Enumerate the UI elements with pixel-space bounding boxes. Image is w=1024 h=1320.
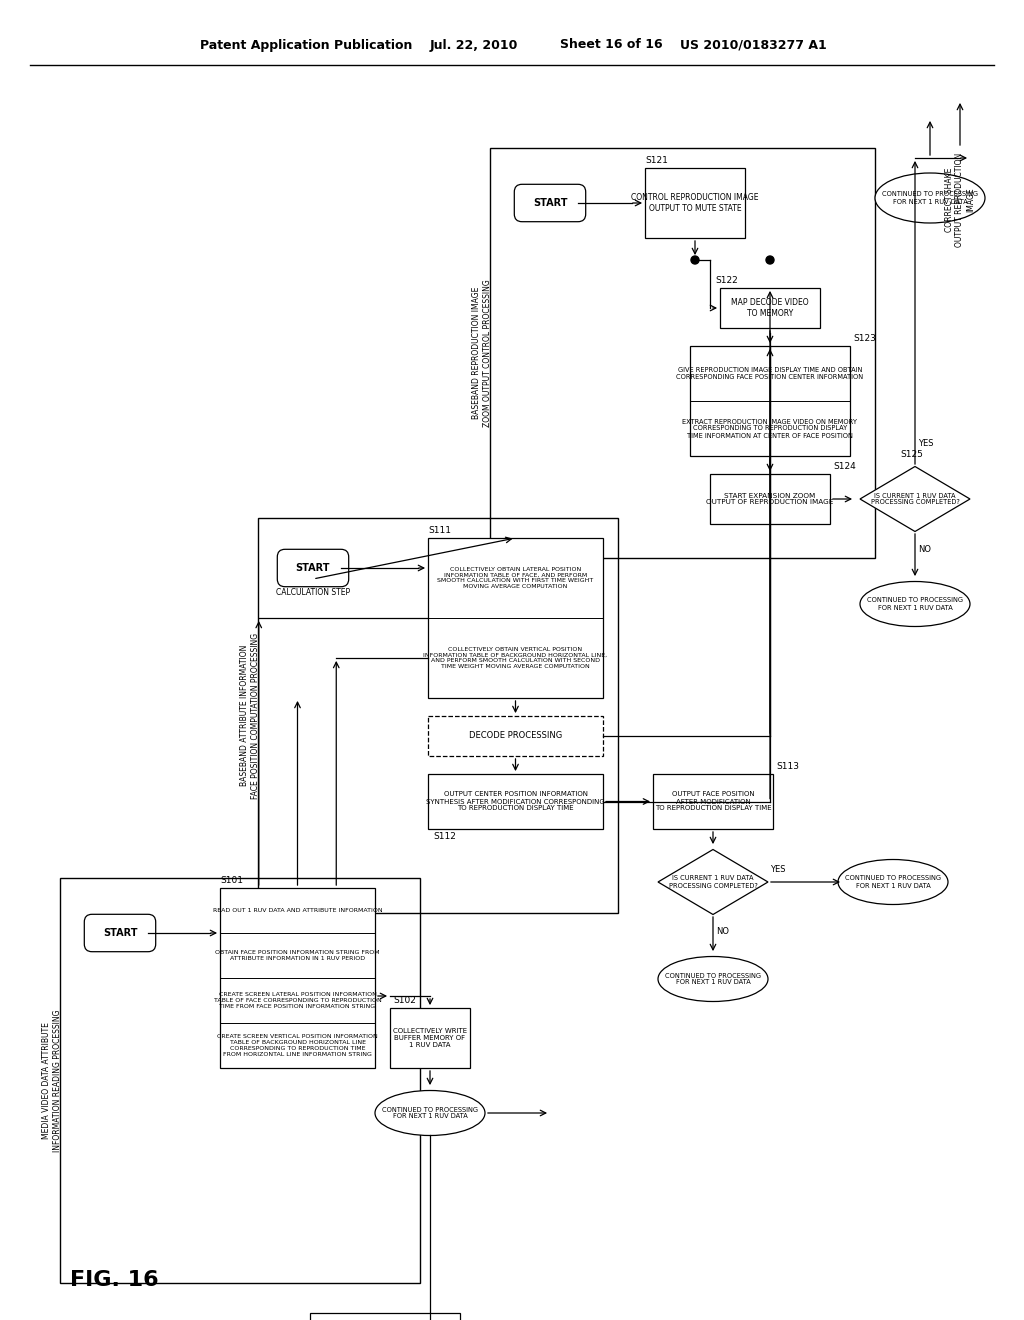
Text: S102: S102 (393, 997, 416, 1005)
Bar (310, 1313, 460, 1320)
Text: CORRECT SHAKE
OUTPUT REPRODUCTION
IMAGE: CORRECT SHAKE OUTPUT REPRODUCTION IMAGE (945, 153, 975, 247)
Polygon shape (658, 850, 768, 915)
Text: GIVE REPRODUCTION IMAGE DISPLAY TIME AND OBTAIN
CORRESPONDING FACE POSITION CENT: GIVE REPRODUCTION IMAGE DISPLAY TIME AND… (677, 367, 863, 380)
Bar (258, 517, 618, 913)
Bar (490, 148, 874, 558)
Bar (690, 346, 850, 455)
Bar (645, 168, 745, 238)
Text: US 2010/0183277 A1: US 2010/0183277 A1 (680, 38, 826, 51)
FancyBboxPatch shape (514, 185, 586, 222)
Text: S101: S101 (220, 876, 243, 884)
Text: EXTRACT REPRODUCTION IMAGE VIDEO ON MEMORY
CORRESPONDING TO REPRODUCTION DISPLAY: EXTRACT REPRODUCTION IMAGE VIDEO ON MEMO… (683, 418, 857, 438)
Text: Jul. 22, 2010: Jul. 22, 2010 (430, 38, 518, 51)
Text: NO: NO (716, 928, 729, 936)
Text: START: START (532, 198, 567, 209)
Text: CALCULATION STEP: CALCULATION STEP (275, 587, 350, 597)
Ellipse shape (658, 957, 768, 1002)
Text: FIG. 16: FIG. 16 (70, 1270, 159, 1290)
Text: BASEBAND ATTRIBUTE INFORMATION
FACE POSITION COMPUTATION PROCESSING: BASEBAND ATTRIBUTE INFORMATION FACE POSI… (241, 632, 260, 799)
Text: S121: S121 (645, 156, 668, 165)
Text: START EXPANSION ZOOM
OUTPUT OF REPRODUCTION IMAGE: START EXPANSION ZOOM OUTPUT OF REPRODUCT… (707, 492, 834, 506)
Circle shape (691, 256, 699, 264)
Text: YES: YES (918, 440, 934, 449)
Bar (220, 888, 375, 1068)
Text: OBTAIN FACE POSITION INFORMATION STRING FROM
ATTRIBUTE INFORMATION IN 1 RUV PERI: OBTAIN FACE POSITION INFORMATION STRING … (215, 950, 380, 961)
Text: NO: NO (918, 544, 931, 553)
Text: MEDIA VIDEO DATA ATTRIBUTE
INFORMATION READING PROCESSING: MEDIA VIDEO DATA ATTRIBUTE INFORMATION R… (42, 1010, 61, 1152)
Bar (428, 539, 603, 698)
Text: YES: YES (770, 865, 785, 874)
Text: S113: S113 (776, 762, 799, 771)
Circle shape (766, 256, 774, 264)
Bar (428, 774, 603, 829)
Text: S111: S111 (428, 525, 451, 535)
Text: OUTPUT CENTER POSITION INFORMATION
SYNTHESIS AFTER MODIFICATION CORRESPONDING
TO: OUTPUT CENTER POSITION INFORMATION SYNTH… (426, 792, 605, 812)
Bar (428, 715, 603, 756)
Text: START: START (102, 928, 137, 939)
Text: IS CURRENT 1 RUV DATA
PROCESSING COMPLETED?: IS CURRENT 1 RUV DATA PROCESSING COMPLET… (870, 492, 959, 506)
Text: S125: S125 (900, 450, 923, 459)
Bar (720, 288, 820, 327)
Ellipse shape (860, 582, 970, 627)
Text: Patent Application Publication: Patent Application Publication (200, 38, 413, 51)
Ellipse shape (375, 1090, 485, 1135)
Text: CONTINUED TO PROCESSING
FOR NEXT 1 RUV DATA: CONTINUED TO PROCESSING FOR NEXT 1 RUV D… (882, 191, 978, 205)
Text: COLLECTIVELY OBTAIN VERTICAL POSITION
INFORMATION TABLE OF BACKGROUND HORIZONTAL: COLLECTIVELY OBTAIN VERTICAL POSITION IN… (424, 647, 607, 669)
Text: CONTINUED TO PROCESSING
FOR NEXT 1 RUV DATA: CONTINUED TO PROCESSING FOR NEXT 1 RUV D… (665, 973, 761, 986)
Bar (710, 474, 830, 524)
Text: S124: S124 (833, 462, 856, 471)
Text: DECODE PROCESSING: DECODE PROCESSING (469, 731, 562, 741)
Polygon shape (860, 466, 970, 532)
Text: COLLECTIVELY OBTAIN LATERAL POSITION
INFORMATION TABLE OF FACE, AND PERFORM
SMOO: COLLECTIVELY OBTAIN LATERAL POSITION INF… (437, 566, 594, 589)
Text: S123: S123 (853, 334, 876, 343)
Text: COLLECTIVELY WRITE
BUFFER MEMORY OF
1 RUV DATA: COLLECTIVELY WRITE BUFFER MEMORY OF 1 RU… (393, 1028, 467, 1048)
FancyBboxPatch shape (278, 549, 349, 586)
Text: READ OUT 1 RUV DATA AND ATTRIBUTE INFORMATION: READ OUT 1 RUV DATA AND ATTRIBUTE INFORM… (213, 908, 382, 913)
Ellipse shape (874, 173, 985, 223)
Ellipse shape (838, 859, 948, 904)
Bar (390, 1008, 470, 1068)
Text: BASEBAND REPRODUCTION IMAGE
ZOOM OUTPUT CONTROL PROCESSING: BASEBAND REPRODUCTION IMAGE ZOOM OUTPUT … (472, 279, 492, 426)
Text: CONTINUED TO PROCESSING
FOR NEXT 1 RUV DATA: CONTINUED TO PROCESSING FOR NEXT 1 RUV D… (845, 875, 941, 888)
Text: CONTINUED TO PROCESSING
FOR NEXT 1 RUV DATA: CONTINUED TO PROCESSING FOR NEXT 1 RUV D… (382, 1106, 478, 1119)
Text: IS CURRENT 1 RUV DATA
PROCESSING COMPLETED?: IS CURRENT 1 RUV DATA PROCESSING COMPLET… (669, 875, 758, 888)
Text: CONTINUED TO PROCESSING
FOR NEXT 1 RUV DATA: CONTINUED TO PROCESSING FOR NEXT 1 RUV D… (867, 598, 963, 610)
Bar (60, 878, 420, 1283)
Text: OUTPUT FACE POSITION
AFTER MODIFICATION
TO REPRODUCTION DISPLAY TIME: OUTPUT FACE POSITION AFTER MODIFICATION … (654, 792, 771, 812)
Text: CREATE SCREEN VERTICAL POSITION INFORMATION
TABLE OF BACKGROUND HORIZONTAL LINE
: CREATE SCREEN VERTICAL POSITION INFORMAT… (217, 1035, 378, 1057)
Text: S122: S122 (715, 276, 737, 285)
Text: S112: S112 (433, 832, 456, 841)
Bar (653, 774, 773, 829)
Text: CONTROL REPRODUCTION IMAGE
OUTPUT TO MUTE STATE: CONTROL REPRODUCTION IMAGE OUTPUT TO MUT… (631, 193, 759, 213)
FancyBboxPatch shape (84, 915, 156, 952)
Text: MAP DECODE VIDEO
TO MEMORY: MAP DECODE VIDEO TO MEMORY (731, 298, 809, 318)
Text: CREATE SCREEN LATERAL POSITION INFORMATION
TABLE OF FACE CORRESPONDING TO REPROD: CREATE SCREEN LATERAL POSITION INFORMATI… (214, 993, 381, 1008)
Text: Sheet 16 of 16: Sheet 16 of 16 (560, 38, 663, 51)
Text: START: START (296, 564, 331, 573)
